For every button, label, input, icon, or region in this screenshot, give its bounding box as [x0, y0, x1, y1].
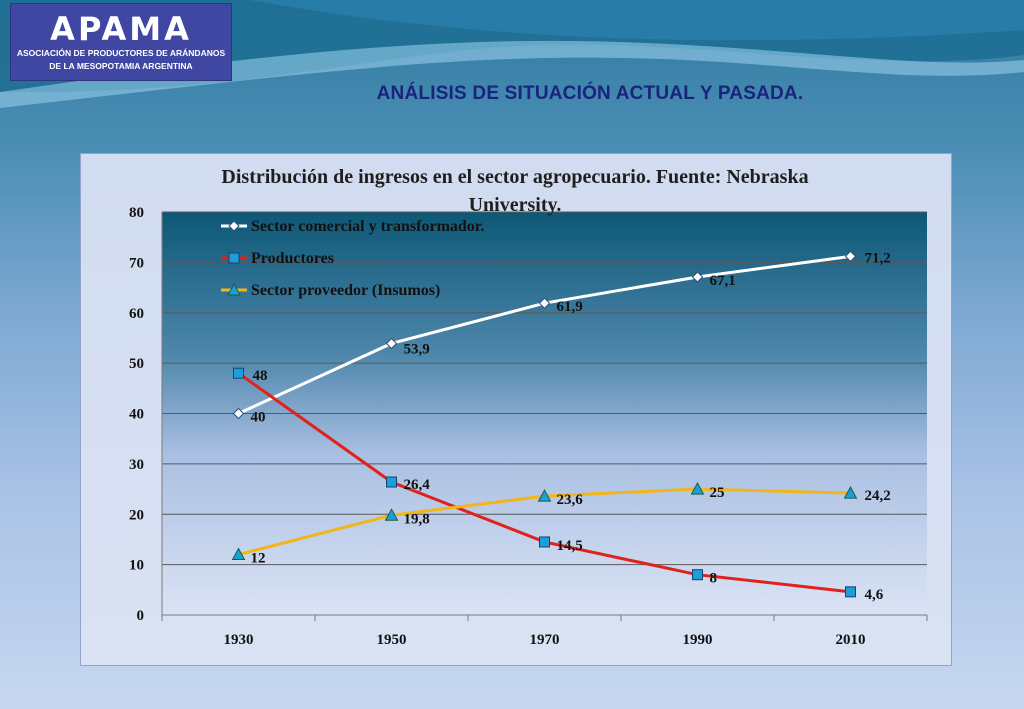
- x-tick-label: 1950: [377, 632, 407, 648]
- triangle-marker: [384, 508, 399, 521]
- gridlines: [162, 211, 927, 566]
- y-tick-label: 80: [129, 205, 144, 221]
- x-tick-label: 1970: [530, 632, 560, 648]
- data-label: 12: [251, 551, 266, 567]
- diamond-marker: [232, 407, 245, 420]
- data-label: 25: [710, 485, 725, 501]
- x-tick-label: 1930: [224, 632, 254, 648]
- data-label: 14,5: [557, 538, 583, 554]
- apama-logo: APAMA ASOCIACIÓN DE PRODUCTORES DE ARÁND…: [10, 3, 232, 81]
- data-label: 8: [710, 571, 718, 587]
- data-label: 71,2: [865, 250, 891, 266]
- square-marker: [692, 569, 703, 581]
- data-label: 40: [251, 410, 266, 426]
- legend-label-2: Productores: [251, 250, 334, 267]
- data-label: 67,1: [710, 273, 736, 289]
- x-tick-label: 1990: [683, 632, 713, 648]
- diamond-marker: [691, 271, 704, 283]
- axes: 0 10 20 30 40 50 60 70 80 1930 1950 1970 1990 2010: [129, 205, 928, 648]
- triangle-marker: [227, 282, 241, 296]
- series-layer: [231, 250, 858, 598]
- square-marker: [228, 252, 240, 264]
- triangle-marker: [537, 489, 552, 502]
- x-tick-label: 2010: [836, 632, 866, 648]
- legend: Sector comercial y transformador. Product…: [221, 218, 484, 299]
- diamond-marker: [385, 337, 398, 350]
- square-marker: [386, 476, 397, 488]
- diamond-marker: [228, 220, 240, 232]
- chart-title: Distribución de ingresos en el sector ag…: [221, 166, 809, 216]
- legend-label-1: Sector comercial y transformador.: [251, 218, 484, 235]
- data-label: 61,9: [557, 299, 583, 315]
- triangle-marker: [843, 486, 858, 499]
- triangle-marker: [231, 547, 246, 561]
- logo-subtitle-line2: DE LA MESOPOTAMIA ARGENTINA: [49, 61, 193, 71]
- data-label: 48: [253, 368, 268, 384]
- legend-label-3: Sector proveedor (Insumos): [251, 282, 440, 299]
- data-labels: 40 53,9 61,9 67,1 71,2 48 26,4 14,5 8 4,6 12 19,8 23…: [251, 250, 891, 602]
- logo-subtitle-line1: ASOCIACIÓN DE PRODUCTORES DE ARÁNDANOS: [16, 48, 226, 58]
- y-tick-label: 60: [129, 306, 144, 322]
- y-tick-label: 70: [129, 255, 144, 271]
- y-tick-label: 40: [129, 407, 144, 423]
- data-label: 26,4: [404, 477, 431, 493]
- y-tick-label: 10: [129, 558, 144, 574]
- square-marker: [233, 367, 244, 379]
- diamond-marker: [844, 250, 857, 263]
- y-tick-label: 20: [129, 507, 144, 523]
- triangle-marker: [690, 482, 705, 495]
- data-label: 53,9: [404, 341, 430, 357]
- diamond-marker: [538, 297, 551, 309]
- data-label: 19,8: [404, 511, 430, 527]
- y-tick-label: 0: [137, 608, 145, 624]
- slide-title: ANÁLISIS DE SITUACIÓN ACTUAL Y PASADA.: [376, 83, 804, 104]
- y-tick-label: 50: [129, 356, 144, 372]
- y-tick-label: 30: [129, 457, 144, 473]
- data-label: 24,2: [865, 488, 891, 504]
- square-marker: [539, 536, 550, 548]
- data-label: 23,6: [557, 492, 584, 508]
- logo-mark: APAMA: [50, 10, 192, 48]
- square-marker: [845, 586, 856, 598]
- header-wave-decoration: [0, 0, 1024, 108]
- data-label: 4,6: [865, 587, 884, 603]
